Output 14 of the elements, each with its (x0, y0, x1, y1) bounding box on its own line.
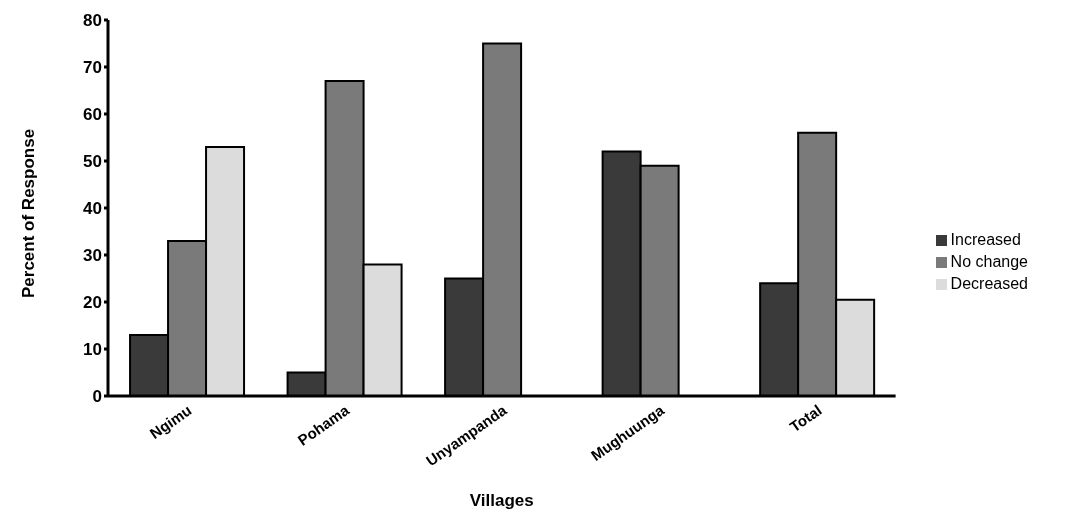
y-tick-label: 60 (83, 105, 102, 125)
y-tick-label: 70 (83, 58, 102, 78)
y-tick-label: 30 (83, 246, 102, 266)
x-axis-title: Villages (469, 491, 534, 510)
y-tick-label: 0 (92, 387, 102, 407)
y-tick-label: 20 (83, 293, 102, 313)
legend-label: Decreased (950, 275, 1028, 292)
y-tick-label: 40 (83, 199, 102, 219)
y-axis-title: Percent of Response (19, 128, 39, 298)
y-tick-label: 50 (83, 152, 102, 172)
legend-label: Increased (950, 231, 1021, 248)
y-tick-label: 80 (83, 11, 102, 31)
legend-label: No change (950, 253, 1028, 270)
y-tick-label: 10 (83, 340, 102, 360)
